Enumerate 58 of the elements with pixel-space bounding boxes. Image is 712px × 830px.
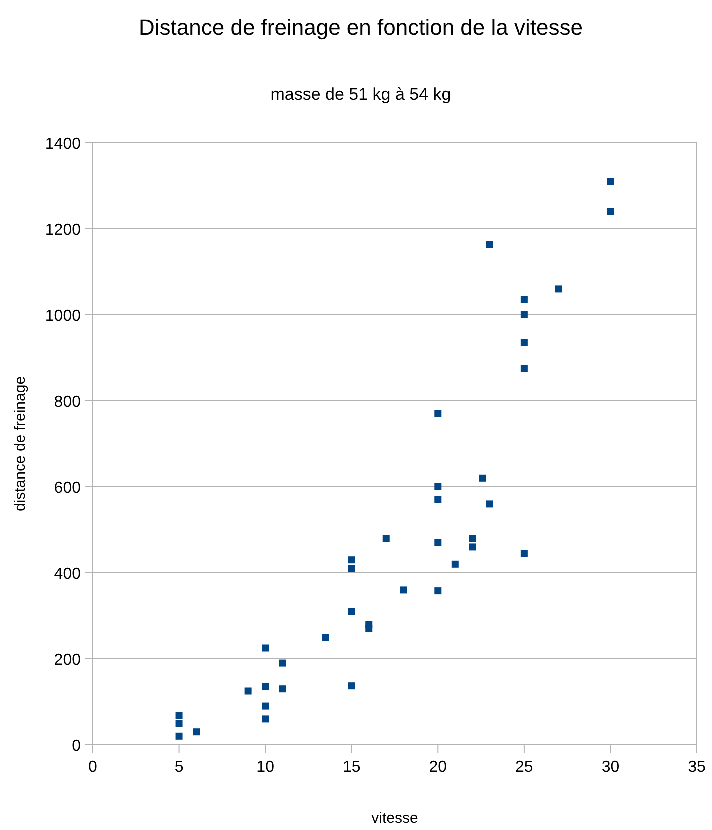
- point: [520, 339, 528, 346]
- point: [434, 539, 442, 546]
- x-tick-label: 10: [256, 759, 275, 776]
- x-tick-label: 20: [429, 759, 448, 776]
- y-tick-label: 1200: [45, 222, 82, 239]
- point: [452, 560, 459, 568]
- x-tick-label: 5: [174, 759, 184, 776]
- point: [244, 688, 252, 695]
- chart-title: Distance de freinage en fonction de la vitesse: [139, 15, 583, 40]
- point: [279, 686, 286, 693]
- y-tick-label: 1000: [45, 308, 82, 325]
- point: [480, 474, 487, 482]
- point: [555, 286, 562, 293]
- y-tick-label: 800: [54, 394, 82, 411]
- point: [262, 644, 270, 652]
- x-tick-label: 35: [688, 759, 706, 776]
- point: [262, 683, 270, 690]
- point: [348, 608, 356, 616]
- point: [176, 720, 183, 727]
- point: [469, 535, 476, 542]
- point: [520, 550, 528, 558]
- point: [382, 535, 390, 542]
- point: [520, 365, 528, 372]
- x-tick-label: 30: [602, 759, 620, 776]
- point: [607, 208, 614, 216]
- point: [520, 312, 528, 318]
- point: [469, 544, 476, 551]
- point: [262, 702, 270, 710]
- point: [434, 496, 442, 504]
- point: [366, 625, 373, 632]
- x-axis-title: vitesse: [372, 810, 418, 827]
- point: [348, 682, 356, 690]
- point: [434, 484, 442, 490]
- point: [486, 241, 494, 248]
- x-tick-label: 25: [516, 759, 534, 776]
- point: [279, 660, 286, 667]
- chart-subtitle: masse de 51 kg à 54 kg: [270, 85, 452, 104]
- point: [486, 500, 494, 508]
- point: [434, 410, 442, 418]
- y-axis-title: distance de freinage: [12, 376, 29, 512]
- point: [322, 634, 330, 641]
- y-tick-label: 200: [54, 652, 82, 669]
- y-tick-label: 0: [72, 738, 82, 755]
- y-tick-label: 600: [54, 480, 82, 497]
- y-tick-label: 400: [54, 566, 82, 583]
- point: [400, 586, 408, 594]
- point: [348, 556, 356, 564]
- point: [176, 712, 183, 720]
- point: [520, 296, 528, 304]
- x-tick-label: 0: [88, 759, 98, 776]
- x-tick-label: 15: [342, 759, 361, 776]
- point: [607, 178, 614, 186]
- point: [262, 716, 270, 723]
- point: [348, 565, 356, 572]
- point: [434, 588, 442, 595]
- y-tick-label: 1400: [45, 136, 82, 153]
- point: [193, 728, 200, 736]
- point: [176, 732, 183, 740]
